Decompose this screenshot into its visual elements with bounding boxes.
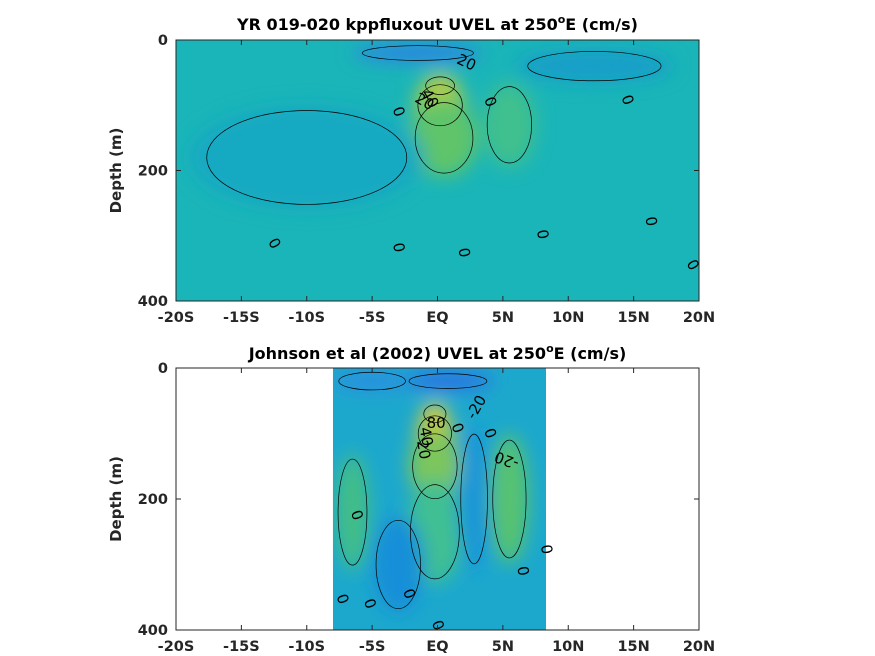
velocity-core-6: [489, 433, 530, 565]
contour-line-2: [417, 84, 463, 127]
contour-line-6: [527, 51, 662, 82]
y-tick-label: 0: [158, 361, 168, 377]
x-tick-label: EQ: [426, 639, 448, 655]
contour-line-9: [460, 433, 488, 565]
velocity-core-9: [458, 426, 490, 572]
chart-title: YR 019-020 kppfluxout UVEL at 250oE (cm/…: [236, 13, 638, 34]
contour-label: 80: [427, 414, 446, 432]
velocity-core-8: [332, 371, 412, 391]
x-tick-label: 15N: [617, 639, 649, 655]
velocity-core-7: [189, 105, 425, 210]
velocity-core-7: [402, 372, 494, 390]
contour-label: 0: [513, 565, 532, 578]
contour-line-5: [361, 45, 474, 61]
velocity-field: [176, 40, 699, 301]
y-tick-label: 400: [138, 294, 168, 310]
y-tick-label: 0: [158, 33, 168, 49]
velocity-core-5: [352, 44, 484, 62]
contour-line-3: [412, 433, 458, 500]
x-tick-label: 10N: [552, 639, 584, 655]
velocity-core-3: [408, 430, 462, 503]
velocity-field: [332, 368, 547, 630]
x-tick-label: 5N: [492, 310, 514, 326]
velocity-core-6: [515, 49, 673, 83]
y-tick-label: 200: [138, 164, 168, 180]
contour-line-7: [206, 110, 408, 205]
contour-label: 0: [533, 228, 552, 241]
y-axis-label: Depth (m): [107, 128, 125, 214]
velocity-core-3: [410, 98, 479, 178]
x-tick-label: 20N: [683, 310, 715, 326]
contour-line-6: [492, 439, 527, 559]
x-tick-label: 15N: [617, 310, 649, 326]
contour-line-10: [375, 519, 421, 610]
contour-line-3: [414, 102, 474, 174]
contour-label: 0: [641, 215, 660, 228]
contour-line-1: [423, 404, 447, 424]
velocity-core-4: [483, 82, 536, 168]
x-tick-label: 10N: [552, 310, 584, 326]
contour-label: 0: [389, 241, 408, 254]
contour-line-5: [337, 458, 368, 566]
y-tick-label: 200: [138, 492, 168, 508]
contour-line-1: [425, 76, 455, 95]
contour-label: 40: [416, 426, 437, 448]
chart-title: Johnson et al (2002) UVEL at 250oE (cm/s…: [248, 342, 627, 363]
x-tick-label: -15S: [223, 639, 260, 655]
contour-line-2: [417, 415, 452, 452]
x-tick-label: -5S: [359, 310, 386, 326]
contour-line-7: [408, 373, 488, 389]
x-tick-label: EQ: [426, 310, 448, 326]
x-tick-label: -20S: [158, 639, 195, 655]
x-tick-label: -10S: [288, 639, 325, 655]
x-tick-label: -20S: [158, 310, 195, 326]
contour-label: 0: [537, 543, 556, 556]
contour-label: 0: [454, 246, 473, 259]
x-tick-label: 5N: [492, 639, 514, 655]
contour-line-4: [410, 484, 460, 580]
y-axis-label: Depth (m): [107, 456, 125, 542]
velocity-core-5: [335, 453, 370, 572]
x-tick-label: -5S: [359, 639, 386, 655]
x-tick-label: -10S: [288, 310, 325, 326]
velocity-core-10: [372, 515, 425, 614]
contour-line-4: [486, 86, 532, 164]
x-tick-label: 20N: [683, 639, 715, 655]
x-tick-label: -15S: [223, 310, 260, 326]
contour-label: 20: [413, 439, 434, 461]
y-tick-label: 400: [138, 623, 168, 639]
